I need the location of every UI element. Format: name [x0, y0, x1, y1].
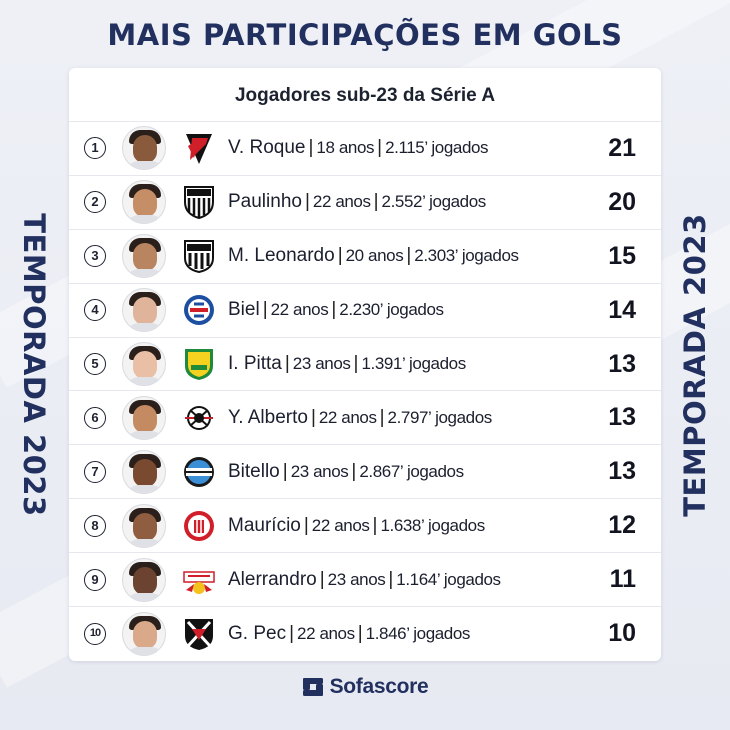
player-name: I. Pitta [228, 353, 282, 374]
player-age: 23 anos [290, 461, 349, 481]
vasco-crest-icon [181, 615, 217, 653]
player-minutes: 2.552’ jogados [381, 192, 487, 212]
player-info: I. Pitta | 23 anos | 1.391’ jogados [228, 353, 466, 374]
player-minutes: 1.164’ jogados [396, 569, 501, 589]
player-info: Y. Alberto | 22 anos | 2.797’ jogados [228, 406, 493, 428]
atletico-mg-crest-icon [181, 183, 217, 221]
player-avatar [122, 611, 166, 656]
player-name: Alerrandro [228, 568, 317, 590]
player-avatar [122, 395, 166, 440]
player-score: 20 [608, 187, 636, 216]
rank-badge: 10 [84, 622, 106, 645]
rank-badge: 5 [84, 353, 106, 375]
player-minutes: 2.230’ jogados [339, 300, 444, 320]
player-name: V. Roque [228, 137, 306, 159]
side-label-right: TEMPORADA 2023 [678, 213, 712, 517]
sofascore-logo-icon [302, 678, 323, 696]
player-name: Biel [228, 299, 260, 321]
ranking-card: Jogadores sub-23 da Série A 1 V. Roque | 1… [69, 68, 661, 661]
table-row: 1 V. Roque | 18 anos | 2.115’ jogados 21 [69, 122, 661, 176]
rank-badge: 3 [84, 245, 106, 268]
rank-badge: 1 [84, 137, 106, 160]
page-title: MAIS PARTICIPAÇÕES EM GOLS [107, 18, 623, 52]
player-minutes: 1.846’ jogados [365, 623, 471, 643]
table-row: 4 Biel | 22 anos | 2.230’ jogados 14 [69, 284, 661, 338]
side-label-left: TEMPORADA 2023 [17, 213, 51, 517]
player-score: 14 [608, 295, 636, 324]
player-avatar [122, 342, 166, 386]
player-score: 13 [608, 349, 636, 378]
player-age: 18 anos [316, 138, 375, 158]
brand-footer: Sofascore [0, 675, 730, 699]
player-info: Bitello | 23 anos | 2.867’ jogados [228, 460, 464, 482]
player-avatar [122, 288, 166, 333]
rank-badge: 6 [84, 406, 106, 429]
rank-badge: 8 [84, 514, 106, 537]
table-row: 2 Paulinho | 22 anos | 2.552’ jogados 20 [69, 176, 661, 230]
cuiaba-crest-icon [181, 345, 217, 383]
player-age: 22 anos [312, 192, 371, 212]
player-name: Paulinho [228, 191, 302, 213]
table-row: 7 Bitello | 23 anos | 2.867’ jogados 13 [69, 445, 661, 500]
player-info: Alerrandro | 23 anos | 1.164’ jogados [228, 568, 501, 590]
player-name: G. Pec [228, 622, 287, 644]
player-name: Y. Alberto [228, 406, 308, 428]
player-age: 22 anos [311, 515, 370, 535]
player-name: Bitello [228, 460, 280, 482]
player-info: Paulinho | 22 anos | 2.552’ jogados [228, 191, 486, 213]
player-age: 22 anos [270, 300, 329, 320]
player-score: 12 [608, 511, 636, 540]
player-name: Maurício [228, 514, 301, 536]
player-score: 13 [608, 403, 636, 432]
player-minutes: 2.115’ jogados [385, 138, 489, 158]
player-avatar [122, 234, 166, 279]
player-info: M. Leonardo | 20 anos | 2.303’ jogados [228, 245, 519, 267]
table-row: 3 M. Leonardo | 20 anos | 2.303’ jogados 15 [69, 230, 661, 284]
player-info: V. Roque | 18 anos | 2.115’ jogados [228, 137, 489, 159]
player-score: 11 [609, 565, 636, 594]
player-age: 22 anos [318, 407, 377, 427]
player-avatar [122, 180, 166, 225]
santos-crest-icon [181, 237, 217, 275]
ranking-list: 1 V. Roque | 18 anos | 2.115’ jogados 21 2 P… [69, 122, 661, 661]
bragantino-crest-icon [181, 561, 217, 599]
player-score: 21 [608, 133, 636, 162]
gremio-crest-icon [181, 453, 217, 491]
rank-badge: 4 [84, 299, 106, 322]
player-minutes: 2.867’ jogados [359, 461, 464, 481]
rank-badge: 9 [84, 568, 106, 591]
player-avatar [122, 503, 166, 548]
player-age: 23 anos [327, 569, 386, 589]
player-age: 20 anos [345, 246, 404, 266]
table-row: 6 Y. Alberto | 22 anos | 2.797’ jogados 13 [69, 391, 661, 446]
table-row: 8 Maurício | 22 anos | 1.638’ jogados 12 [69, 499, 661, 554]
player-avatar [122, 126, 166, 171]
player-age: 23 anos [292, 354, 351, 373]
bahia-crest-icon [181, 291, 217, 329]
corinthians-crest-icon [181, 399, 217, 437]
table-row: 9 Alerrandro | 23 anos | 1.164’ jogados 11 [69, 553, 661, 608]
rank-badge: 7 [84, 460, 106, 483]
player-score: 15 [608, 241, 636, 270]
internacional-crest-icon [181, 507, 217, 545]
player-avatar [122, 557, 166, 602]
player-minutes: 2.303’ jogados [414, 246, 519, 266]
player-score: 13 [608, 457, 636, 486]
player-info: G. Pec | 22 anos | 1.846’ jogados [228, 622, 471, 644]
rank-badge: 2 [84, 191, 106, 214]
player-info: Maurício | 22 anos | 1.638’ jogados [228, 514, 485, 536]
player-minutes: 1.391’ jogados [361, 354, 466, 373]
card-subtitle: Jogadores sub-23 da Série A [69, 68, 661, 122]
player-minutes: 2.797’ jogados [387, 407, 493, 427]
player-minutes: 1.638’ jogados [380, 515, 485, 535]
player-info: Biel | 22 anos | 2.230’ jogados [228, 299, 444, 321]
player-avatar [122, 449, 166, 494]
brand-name: Sofascore [329, 675, 429, 698]
table-row: 10 G. Pec | 22 anos | 1.846’ jogados 10 [69, 607, 661, 661]
player-age: 22 anos [297, 623, 355, 643]
athletico-pr-crest-icon [181, 129, 217, 167]
player-name: M. Leonardo [228, 245, 335, 267]
player-score: 10 [608, 619, 636, 648]
table-row: 5 I. Pitta | 23 anos | 1.391’ jogados 13 [69, 338, 661, 392]
